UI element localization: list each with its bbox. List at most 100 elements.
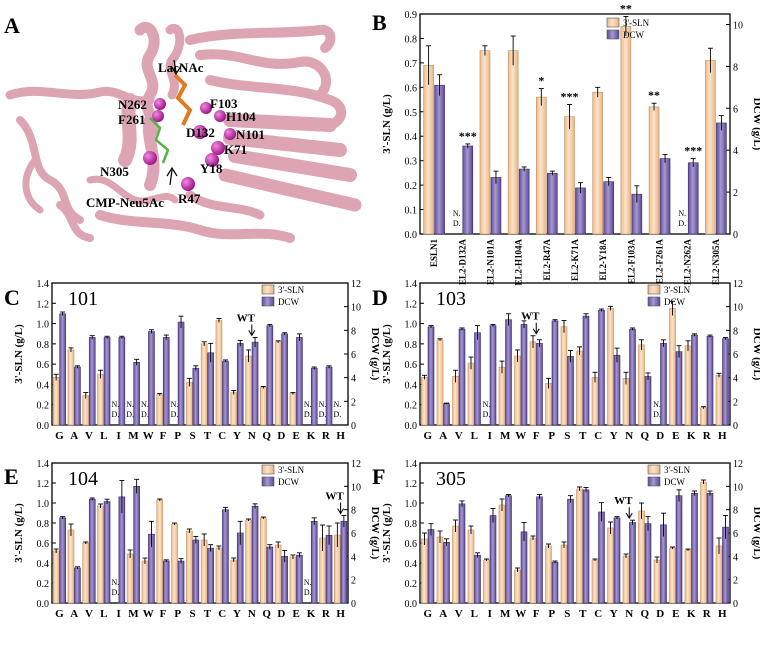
x-tick-label: H bbox=[336, 608, 345, 620]
nd-label: N. bbox=[304, 578, 312, 587]
y2-tick-label: 10 bbox=[733, 303, 743, 314]
x-tick-label: A bbox=[439, 608, 447, 620]
nd-label: D. bbox=[333, 410, 341, 419]
y-tick-label: 0.8 bbox=[405, 340, 418, 351]
bar-sln bbox=[620, 25, 632, 235]
x-tick-label: R bbox=[703, 430, 712, 442]
bar-dcw bbox=[490, 177, 502, 235]
bar-dcw bbox=[427, 326, 435, 426]
y-tick-label: 0.2 bbox=[37, 401, 50, 412]
bar-dcw bbox=[598, 309, 605, 426]
y2-axis-title: DCW (g/L) bbox=[369, 328, 381, 381]
x-tick-label: T bbox=[204, 608, 212, 620]
bar-sln bbox=[648, 106, 660, 235]
x-tick-label: T bbox=[579, 608, 587, 620]
x-tick-label: EL2-N101A bbox=[485, 239, 495, 286]
bar-sln bbox=[669, 308, 676, 426]
bar-sln bbox=[483, 559, 490, 604]
y2-tick-label: 2 bbox=[733, 397, 738, 408]
bar-dcw bbox=[281, 333, 288, 426]
x-tick-label: E bbox=[672, 430, 679, 442]
bar-dcw bbox=[427, 529, 435, 604]
x-tick-label: Q bbox=[640, 430, 649, 442]
legend-label: DCW bbox=[664, 297, 686, 307]
bar-sln bbox=[560, 544, 568, 604]
y-axis-title: 3'-SLN (g/L) bbox=[13, 324, 25, 384]
legend-label: DCW bbox=[278, 297, 300, 307]
y-tick-label: 0.0 bbox=[405, 599, 418, 610]
bar-dcw bbox=[59, 313, 66, 426]
bar-dcw bbox=[613, 354, 621, 426]
residue-label-f103: F103 bbox=[210, 96, 238, 111]
x-tick-label: S bbox=[564, 608, 570, 620]
y-tick-label: 1.4 bbox=[37, 459, 50, 470]
sphere-r47 bbox=[181, 177, 195, 191]
wt-annotation: WT bbox=[237, 312, 256, 324]
y-tick-label: 0.4 bbox=[37, 559, 50, 570]
y-tick-label: 0.5 bbox=[405, 108, 418, 119]
x-tick-label: N bbox=[248, 430, 256, 442]
bar-sln bbox=[638, 510, 645, 604]
bar-dcw bbox=[177, 560, 185, 604]
y-tick-label: 0.2 bbox=[405, 401, 418, 412]
bar-dcw bbox=[443, 542, 450, 604]
bar-dcw bbox=[266, 325, 274, 426]
x-tick-label: T bbox=[204, 430, 212, 442]
bar-dcw bbox=[251, 341, 259, 426]
bar-sln bbox=[545, 545, 552, 604]
y-tick-label: 0.3 bbox=[405, 157, 418, 168]
legend-swatch-sln bbox=[606, 17, 620, 28]
bar-dcw bbox=[582, 489, 590, 604]
panel-c: C 101 0.0 0.2 0.4 0.6 0.8 1.0 1.2 1.4 0 2 4 6 8 10 12 3'-… bbox=[4, 279, 381, 442]
bar-dcw bbox=[192, 539, 200, 604]
bar-sln bbox=[700, 481, 707, 604]
bar-sln bbox=[260, 517, 267, 604]
y2-tick-label: 2 bbox=[351, 576, 356, 587]
x-tick-label: G bbox=[55, 430, 64, 442]
protein-ribbon bbox=[5, 22, 362, 243]
bar-dcw bbox=[691, 493, 698, 604]
bar-dcw bbox=[207, 352, 214, 426]
y2-tick-label: 8 bbox=[733, 506, 738, 517]
y-tick-label: 1.4 bbox=[37, 279, 50, 290]
x-tick-label: A bbox=[439, 430, 447, 442]
bar-sln bbox=[230, 559, 238, 604]
bar-sln bbox=[156, 394, 164, 426]
y-tick-label: 0.8 bbox=[37, 519, 50, 530]
legend-label: 3'-SLN bbox=[278, 465, 305, 475]
y2-tick-label: 6 bbox=[351, 350, 356, 361]
nd-label: N. bbox=[483, 400, 491, 409]
bar-dcw bbox=[59, 517, 66, 604]
sphere-h104 bbox=[214, 110, 226, 122]
panel-letter: C bbox=[4, 285, 20, 310]
x-tick-label: I bbox=[488, 430, 492, 442]
y-tick-label: 0.6 bbox=[405, 539, 418, 550]
x-tick-label: M bbox=[500, 608, 511, 620]
bar-sln bbox=[200, 539, 208, 604]
legend-swatch-sln bbox=[647, 464, 661, 475]
bar-dcw bbox=[474, 332, 481, 426]
x-tick-label: D bbox=[277, 430, 285, 442]
cmp-neu5ac-ligand bbox=[149, 117, 170, 164]
bar-dcw bbox=[236, 343, 244, 426]
residue-label-k71: K71 bbox=[224, 142, 247, 157]
x-tick-label: P bbox=[548, 608, 555, 620]
bar-sln bbox=[289, 393, 297, 426]
y2-tick-label: 0 bbox=[351, 599, 356, 610]
y2-tick-label: 2 bbox=[733, 188, 738, 199]
x-tick-label: EL2-N305A bbox=[711, 239, 721, 286]
bar-dcw bbox=[687, 162, 699, 235]
bar-dcw bbox=[547, 172, 558, 235]
x-tick-label: G bbox=[423, 430, 432, 442]
bar-sln bbox=[560, 326, 568, 426]
bar-sln bbox=[514, 569, 521, 604]
bar-dcw bbox=[551, 320, 559, 426]
y2-tick-label: 0 bbox=[733, 421, 738, 432]
bar-dcw bbox=[296, 554, 303, 604]
x-tick-label: L bbox=[100, 608, 107, 620]
legend-swatch-dcw bbox=[606, 29, 620, 40]
y-tick-label: 0.4 bbox=[37, 380, 50, 391]
x-tick-label: EL2-H104A bbox=[514, 239, 524, 286]
x-tick-label: P bbox=[174, 608, 181, 620]
x-tick-label: S bbox=[190, 430, 196, 442]
